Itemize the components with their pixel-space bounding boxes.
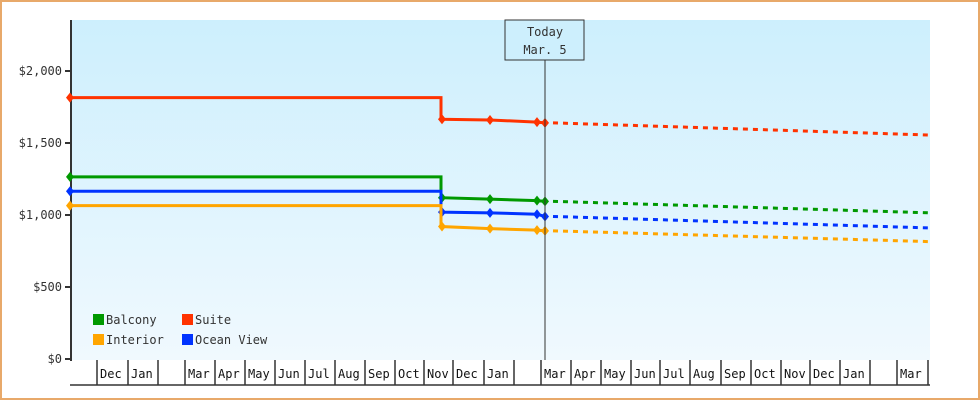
legend-label: Balcony xyxy=(106,313,157,327)
x-axis-months: Dec Jan Mar Apr May Jun Jul Aug Sep Oct Nov Dec Jan M… xyxy=(70,360,930,386)
legend-item-interior[interactable]: Interior xyxy=(93,333,164,347)
legend-swatch xyxy=(182,314,193,325)
legend-swatch xyxy=(93,334,104,345)
data-point-marker[interactable] xyxy=(66,92,74,103)
y-tick-label: $0 xyxy=(48,352,62,366)
month-label: Oct xyxy=(398,367,420,381)
month-label: Jun xyxy=(278,367,300,381)
today-label: Today xyxy=(527,25,563,39)
data-point-marker[interactable] xyxy=(66,200,74,211)
legend-label: Interior xyxy=(106,333,164,347)
today-box xyxy=(504,19,585,61)
month-label: Nov xyxy=(427,367,449,381)
y-tick-label: $1,500 xyxy=(19,136,62,150)
forecast-line xyxy=(552,199,931,215)
month-label: Dec xyxy=(100,367,122,381)
data-point-marker[interactable] xyxy=(533,209,541,220)
month-label: Sep xyxy=(724,367,746,381)
month-label: Dec xyxy=(456,367,478,381)
month-label: Jan xyxy=(487,367,509,381)
legend-item-ocean-view[interactable]: Ocean View xyxy=(182,333,268,347)
series-layer xyxy=(66,92,931,244)
y-tick-label: $2,000 xyxy=(19,64,62,78)
month-label: Mar xyxy=(188,367,210,381)
month-label: Jul xyxy=(308,367,330,381)
forecast-line xyxy=(552,229,931,244)
today-date: Mar. 5 xyxy=(523,43,566,57)
data-point-marker[interactable] xyxy=(486,207,494,218)
legend-item-balcony[interactable]: Balcony xyxy=(93,313,157,327)
today-marker: Today Mar. 5 xyxy=(504,19,585,360)
month-label: Apr xyxy=(218,367,240,381)
data-point-marker[interactable] xyxy=(533,117,541,128)
legend-swatch xyxy=(93,314,104,325)
data-point-marker[interactable] xyxy=(533,225,541,236)
month-label: Oct xyxy=(754,367,776,381)
data-point-marker[interactable] xyxy=(66,186,74,197)
series-ocean-view xyxy=(66,186,931,230)
data-point-marker[interactable] xyxy=(486,223,494,234)
data-point-marker[interactable] xyxy=(486,194,494,205)
legend: Balcony Suite Interior Ocean View xyxy=(93,313,268,347)
month-label: Apr xyxy=(574,367,596,381)
month-label: May xyxy=(604,367,626,381)
month-label: Aug xyxy=(338,367,360,381)
month-label: Sep xyxy=(368,367,390,381)
data-point-marker[interactable] xyxy=(486,114,494,125)
month-label: May xyxy=(248,367,270,381)
y-axis: $0 $500 $1,000 $1,500 $2,000 xyxy=(19,20,72,366)
legend-swatch xyxy=(182,334,193,345)
data-point-marker[interactable] xyxy=(533,195,541,206)
data-point-marker[interactable] xyxy=(438,221,446,232)
month-label: Dec xyxy=(813,367,835,381)
forecast-line xyxy=(552,214,931,230)
month-label: Mar xyxy=(900,367,922,381)
month-label: Jan xyxy=(131,367,153,381)
forecast-line xyxy=(552,121,931,137)
month-label: Jul xyxy=(663,367,685,381)
month-label: Aug xyxy=(693,367,715,381)
legend-label: Ocean View xyxy=(195,333,268,347)
month-label: Jan xyxy=(843,367,865,381)
month-label: Mar xyxy=(544,367,566,381)
month-label: Nov xyxy=(784,367,806,381)
legend-label: Suite xyxy=(195,313,231,327)
data-point-marker[interactable] xyxy=(438,114,446,125)
legend-item-suite[interactable]: Suite xyxy=(182,313,231,327)
y-tick-label: $1,000 xyxy=(19,208,62,222)
data-point-marker[interactable] xyxy=(66,171,74,182)
y-tick-label: $500 xyxy=(33,280,62,294)
month-label: Jun xyxy=(634,367,656,381)
